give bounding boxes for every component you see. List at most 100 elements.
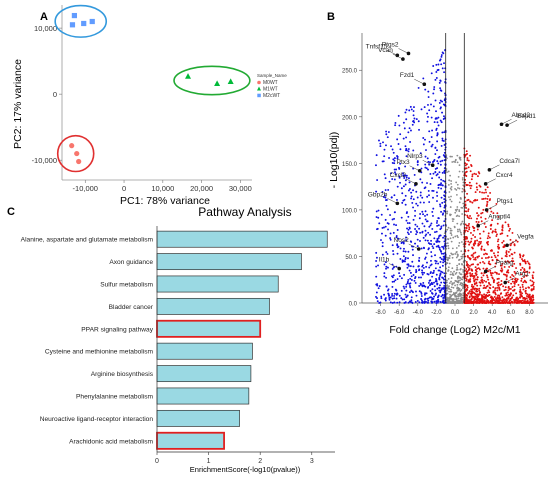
- volcano-point-down: [442, 52, 445, 55]
- volcano-point-down: [436, 121, 439, 124]
- volcano-point-ns: [459, 299, 462, 301]
- volcano-point-down: [421, 299, 423, 302]
- volcano-point-down: [436, 160, 439, 163]
- volcano-point-up: [489, 271, 492, 274]
- pca-y-tick-label: 10,000: [34, 24, 57, 33]
- volcano-point-down: [393, 217, 396, 220]
- volcano-point-up: [493, 252, 495, 255]
- volcano-point-down: [408, 109, 411, 112]
- volcano-point-down: [429, 173, 432, 175]
- volcano-point-ns: [446, 228, 449, 231]
- volcano-gene-label: Arg1: [515, 271, 529, 278]
- volcano-point-down: [377, 264, 379, 267]
- volcano-point-ns: [456, 193, 458, 196]
- volcano-point-up: [474, 295, 477, 298]
- volcano-point-up: [532, 285, 535, 288]
- volcano-point-down: [434, 231, 436, 234]
- volcano-point-down: [437, 68, 440, 71]
- volcano-point-down: [383, 272, 386, 275]
- volcano-point-ns: [448, 290, 450, 293]
- volcano-point-up: [483, 299, 486, 302]
- volcano-point-down: [434, 153, 437, 156]
- volcano-point-up: [464, 277, 467, 280]
- volcano-point-down: [395, 224, 398, 227]
- volcano-point-down: [438, 275, 441, 277]
- volcano-point-ns: [457, 287, 460, 289]
- volcano-point-down: [384, 234, 387, 237]
- volcano-point-down: [407, 257, 409, 260]
- volcano-point-down: [391, 218, 394, 221]
- volcano-point-down: [412, 167, 415, 170]
- volcano-point-up: [464, 200, 467, 203]
- volcano-point-ns: [457, 280, 460, 283]
- volcano-point-ns: [445, 261, 448, 264]
- volcano-point-down: [391, 302, 394, 304]
- volcano-point-up: [465, 167, 468, 170]
- volcano-point-down: [402, 121, 405, 124]
- volcano-point-up: [486, 242, 489, 245]
- volcano-point-down: [419, 194, 422, 197]
- volcano-point-up: [508, 229, 511, 232]
- volcano-point-down: [424, 257, 426, 260]
- volcano-point-up: [469, 292, 472, 295]
- volcano-point-down: [416, 238, 419, 241]
- volcano-point-down: [433, 281, 435, 284]
- volcano-point-down: [410, 296, 413, 299]
- volcano-point-up: [522, 270, 525, 273]
- volcano-point-down: [414, 281, 417, 284]
- volcano-point-up: [473, 280, 476, 283]
- volcano-point-up: [471, 272, 474, 275]
- volcano-point-up: [505, 274, 508, 277]
- volcano-point-up: [495, 202, 498, 205]
- volcano-point-up: [509, 244, 512, 246]
- volcano-point-up: [519, 301, 522, 304]
- volcano-point-down: [406, 280, 409, 283]
- volcano-point-up: [466, 254, 469, 257]
- volcano-point-down: [405, 219, 408, 222]
- volcano-point-up: [464, 255, 467, 258]
- pca-x-tick-label: 10,000: [151, 184, 174, 193]
- volcano-point-down: [391, 244, 394, 247]
- volcano-point-down: [431, 297, 434, 300]
- volcano-point-up: [481, 211, 484, 214]
- volcano-point-up: [471, 275, 474, 278]
- volcano-point-down: [385, 133, 388, 136]
- volcano-point-down: [393, 159, 396, 162]
- volcano-point-down: [438, 289, 441, 292]
- volcano-point-ns: [447, 269, 450, 271]
- volcano-point-up: [506, 234, 509, 237]
- volcano-point-up: [464, 300, 467, 303]
- volcano-point-up: [513, 282, 516, 285]
- volcano-point-down: [407, 131, 410, 134]
- volcano-point-up: [473, 301, 476, 304]
- volcano-point-down: [440, 55, 443, 58]
- volcano-point-down: [437, 63, 440, 66]
- volcano-point-up: [465, 227, 468, 229]
- volcano-point-down: [440, 63, 443, 66]
- volcano-point-down: [439, 301, 442, 303]
- volcano-point-ns: [446, 210, 449, 213]
- volcano-point-ns: [452, 282, 454, 285]
- volcano-point-down: [375, 216, 378, 218]
- volcano-point-up: [467, 240, 470, 243]
- pca-point: [69, 22, 76, 28]
- volcano-point-up: [512, 275, 515, 278]
- volcano-point-down: [385, 204, 388, 207]
- volcano-point-down: [378, 285, 381, 288]
- pathway-bar: [156, 275, 279, 293]
- volcano-point-up: [476, 288, 479, 291]
- volcano-point-down: [440, 182, 443, 185]
- volcano-point-up: [473, 258, 476, 261]
- volcano-point-down: [384, 218, 387, 221]
- volcano-point-down: [440, 225, 443, 228]
- volcano-point-up: [516, 301, 519, 304]
- volcano-x-tick-label: 8.0: [525, 310, 534, 316]
- volcano-point-ns: [449, 297, 451, 300]
- volcano-point-up: [485, 191, 488, 194]
- pathway-bar: [156, 342, 253, 360]
- volcano-point-up: [524, 280, 527, 283]
- volcano-point-up: [509, 292, 512, 295]
- volcano-point-down: [435, 245, 438, 248]
- volcano-point-up: [488, 236, 491, 239]
- volcano-point-down: [428, 109, 431, 112]
